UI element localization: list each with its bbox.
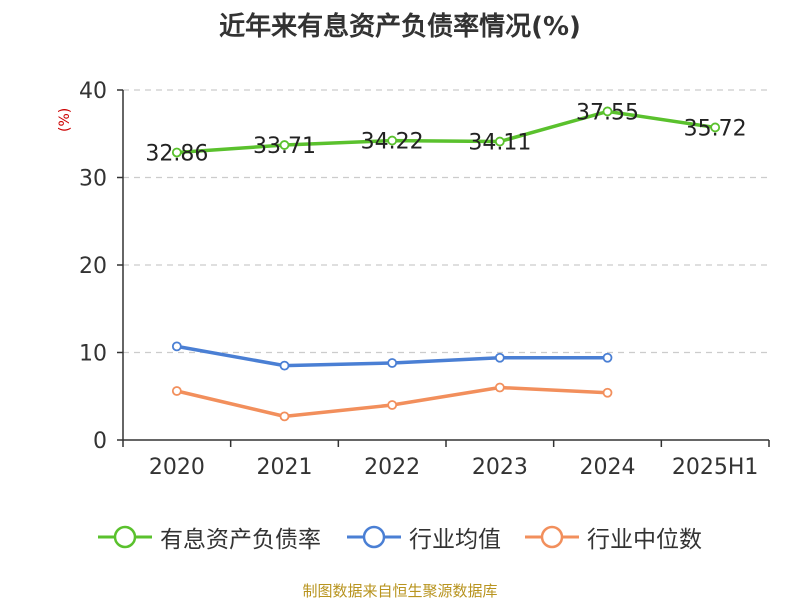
y-tick-label: 40 (79, 79, 107, 104)
x-tick-label: 2023 (472, 455, 528, 480)
legend-item[interactable]: 行业均值 (345, 520, 501, 554)
data-point (494, 352, 505, 363)
data-point (494, 382, 505, 393)
y-tick-label: 10 (79, 342, 107, 367)
source-note: 制图数据来自恒生聚源数据库 (302, 582, 498, 600)
legend-label: 行业中位数 (587, 527, 702, 553)
data-point (279, 360, 290, 371)
data-label: 34.22 (361, 130, 424, 155)
data-point (171, 386, 182, 396)
series-line (176, 109, 716, 155)
x-tick-label: 2022 (364, 455, 420, 480)
chart-title: 近年来有息资产负债率情况(%) (219, 12, 581, 42)
y-tick-label: 30 (79, 167, 107, 192)
data-point (171, 147, 182, 158)
y-tick-label: 0 (93, 429, 107, 454)
legend-label: 有息资产负债率 (160, 527, 321, 553)
legend-item[interactable]: 有息资产负债率 (96, 520, 321, 554)
data-label: 35.72 (684, 116, 747, 141)
data-label: 33.71 (253, 134, 316, 159)
data-point (387, 358, 398, 368)
data-point (710, 122, 721, 133)
legend-swatch (96, 520, 154, 554)
data-point (602, 106, 613, 117)
x-tick-label: 2020 (149, 455, 205, 480)
data-point (602, 387, 613, 398)
data-point (387, 135, 398, 146)
data-point (602, 352, 613, 363)
x-tick-label: 2021 (257, 455, 313, 480)
data-label: 32.86 (145, 141, 208, 166)
data-label: 34.11 (468, 131, 531, 156)
x-tick-label: 2024 (580, 455, 636, 480)
data-point (279, 411, 290, 422)
legend: 有息资产负债率 行业均值 行业中位数 (0, 520, 800, 554)
data-label: 37.55 (576, 100, 639, 125)
data-point (494, 136, 505, 147)
y-tick-label: 20 (79, 254, 107, 279)
legend-label: 行业均值 (409, 527, 501, 553)
data-point (171, 341, 182, 352)
legend-item[interactable]: 行业中位数 (523, 520, 702, 554)
x-tick-label: 2025H1 (672, 455, 759, 480)
data-point (279, 140, 290, 150)
legend-swatch (523, 520, 581, 554)
legend-swatch (345, 520, 403, 554)
data-point (387, 400, 398, 410)
